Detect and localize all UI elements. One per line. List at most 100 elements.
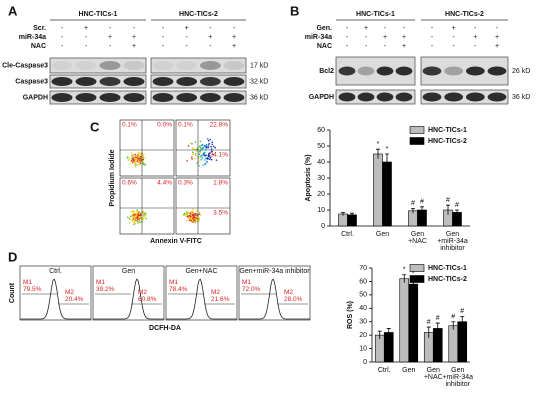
x-tick-line: +NAC bbox=[408, 238, 427, 245]
blot-band bbox=[444, 66, 464, 76]
flow-dot bbox=[207, 139, 210, 142]
error-bar bbox=[426, 326, 431, 338]
blot-background bbox=[420, 89, 509, 105]
x-tick-line: Gen bbox=[402, 367, 415, 374]
y-tick-label: 0 bbox=[321, 223, 325, 230]
significance-mark: # bbox=[436, 315, 440, 322]
flow-dot bbox=[133, 221, 136, 224]
flow-dot bbox=[187, 217, 190, 220]
blot-band bbox=[376, 66, 394, 76]
blot-background bbox=[49, 74, 147, 89]
flow-dot bbox=[207, 155, 210, 157]
flow-dot bbox=[189, 142, 192, 145]
error-bar bbox=[386, 328, 391, 337]
flow-dot bbox=[198, 160, 200, 163]
flow-dot bbox=[128, 217, 131, 220]
blot-band bbox=[465, 66, 485, 76]
treatment-sign: - bbox=[109, 25, 112, 32]
blot-band bbox=[395, 92, 413, 102]
treatment-sign: - bbox=[474, 43, 477, 50]
treatment-sign: + bbox=[84, 25, 88, 32]
y-axis-label: ROS (%) bbox=[347, 301, 354, 329]
gate-value: 78.4% bbox=[169, 286, 188, 293]
blot-band bbox=[223, 77, 245, 86]
treatment-sign: - bbox=[452, 34, 455, 41]
group-label: HNC-TICs-1 bbox=[79, 11, 118, 18]
treatment-sign: - bbox=[233, 25, 236, 32]
gate-name: M2 bbox=[138, 289, 147, 296]
flow-dot bbox=[138, 219, 141, 222]
treatment-sign: - bbox=[431, 34, 434, 41]
blot-band bbox=[176, 77, 198, 86]
flow-dot bbox=[190, 220, 193, 222]
y-tick-label: 70 bbox=[359, 265, 367, 272]
flow-dot bbox=[142, 211, 145, 214]
flow-dot bbox=[189, 212, 192, 215]
blot-band bbox=[99, 61, 121, 70]
panel-label: B bbox=[290, 3, 299, 18]
flow-dot bbox=[186, 215, 189, 218]
gate-label: M2 20.4% bbox=[65, 289, 84, 303]
flow-dot bbox=[137, 160, 140, 163]
treatment-sign: - bbox=[109, 43, 112, 50]
histogram-curve bbox=[166, 278, 237, 320]
flow-dot bbox=[132, 157, 135, 160]
treatment-sign: - bbox=[403, 25, 406, 32]
treatment-sign: - bbox=[185, 34, 188, 41]
flow-dot bbox=[199, 155, 202, 158]
blot-band bbox=[176, 93, 198, 102]
flow-dot bbox=[191, 151, 194, 154]
blot-band bbox=[422, 92, 442, 102]
treatment-sign: - bbox=[61, 25, 64, 32]
size-label: 17 kD bbox=[250, 62, 268, 69]
blot-band bbox=[422, 66, 442, 76]
treatment-sign: + bbox=[383, 34, 387, 41]
flow-dot bbox=[137, 157, 139, 160]
y-tick-label: 50 bbox=[317, 143, 325, 150]
blot-band bbox=[176, 61, 198, 70]
flow-dot bbox=[128, 159, 130, 161]
flow-dot bbox=[206, 161, 208, 163]
flow-dot bbox=[139, 152, 141, 155]
blot-band bbox=[75, 77, 97, 86]
flow-dot bbox=[132, 154, 135, 156]
treatment-sign: - bbox=[162, 25, 165, 32]
axis-label: Propidium Iodide bbox=[109, 149, 116, 206]
flow-dot bbox=[186, 219, 188, 222]
treatment-sign: + bbox=[495, 43, 499, 50]
flow-dot bbox=[140, 154, 142, 156]
group-label: HNC-TICs-2 bbox=[179, 11, 218, 18]
treatment-sign: + bbox=[473, 34, 477, 41]
significance-mark: # bbox=[451, 314, 455, 321]
flow-dot bbox=[133, 218, 136, 221]
flow-dot bbox=[142, 218, 145, 220]
gate-name: M1 bbox=[169, 279, 178, 286]
treatment-sign: + bbox=[132, 43, 136, 50]
flow-plot bbox=[119, 119, 175, 177]
size-label: 36 kD bbox=[512, 94, 530, 101]
significance-mark: * bbox=[377, 141, 380, 148]
axis-label: Count bbox=[9, 282, 16, 303]
gate-label: M1 39.2% bbox=[96, 279, 115, 293]
bar bbox=[347, 214, 357, 227]
flow-dot bbox=[199, 140, 202, 143]
error-bar bbox=[411, 208, 415, 214]
significance-mark: # bbox=[446, 197, 450, 204]
flow-dot bbox=[136, 220, 138, 222]
flow-dot bbox=[131, 220, 134, 223]
quadrant-value: 4.4% bbox=[157, 180, 172, 187]
flow-dot bbox=[130, 210, 133, 213]
flow-dot bbox=[138, 216, 140, 219]
flow-dot bbox=[202, 146, 204, 148]
flow-dot bbox=[139, 162, 142, 165]
flow-dot bbox=[209, 138, 211, 141]
x-tick-label: Ctrl. bbox=[378, 367, 391, 374]
flow-dot bbox=[133, 210, 136, 213]
treatment-label: NAC bbox=[317, 43, 332, 50]
blot-band bbox=[51, 61, 73, 70]
flow-dot bbox=[202, 153, 204, 156]
error-bar bbox=[402, 274, 407, 283]
flow-dot bbox=[133, 159, 135, 161]
flow-dot bbox=[134, 161, 137, 163]
